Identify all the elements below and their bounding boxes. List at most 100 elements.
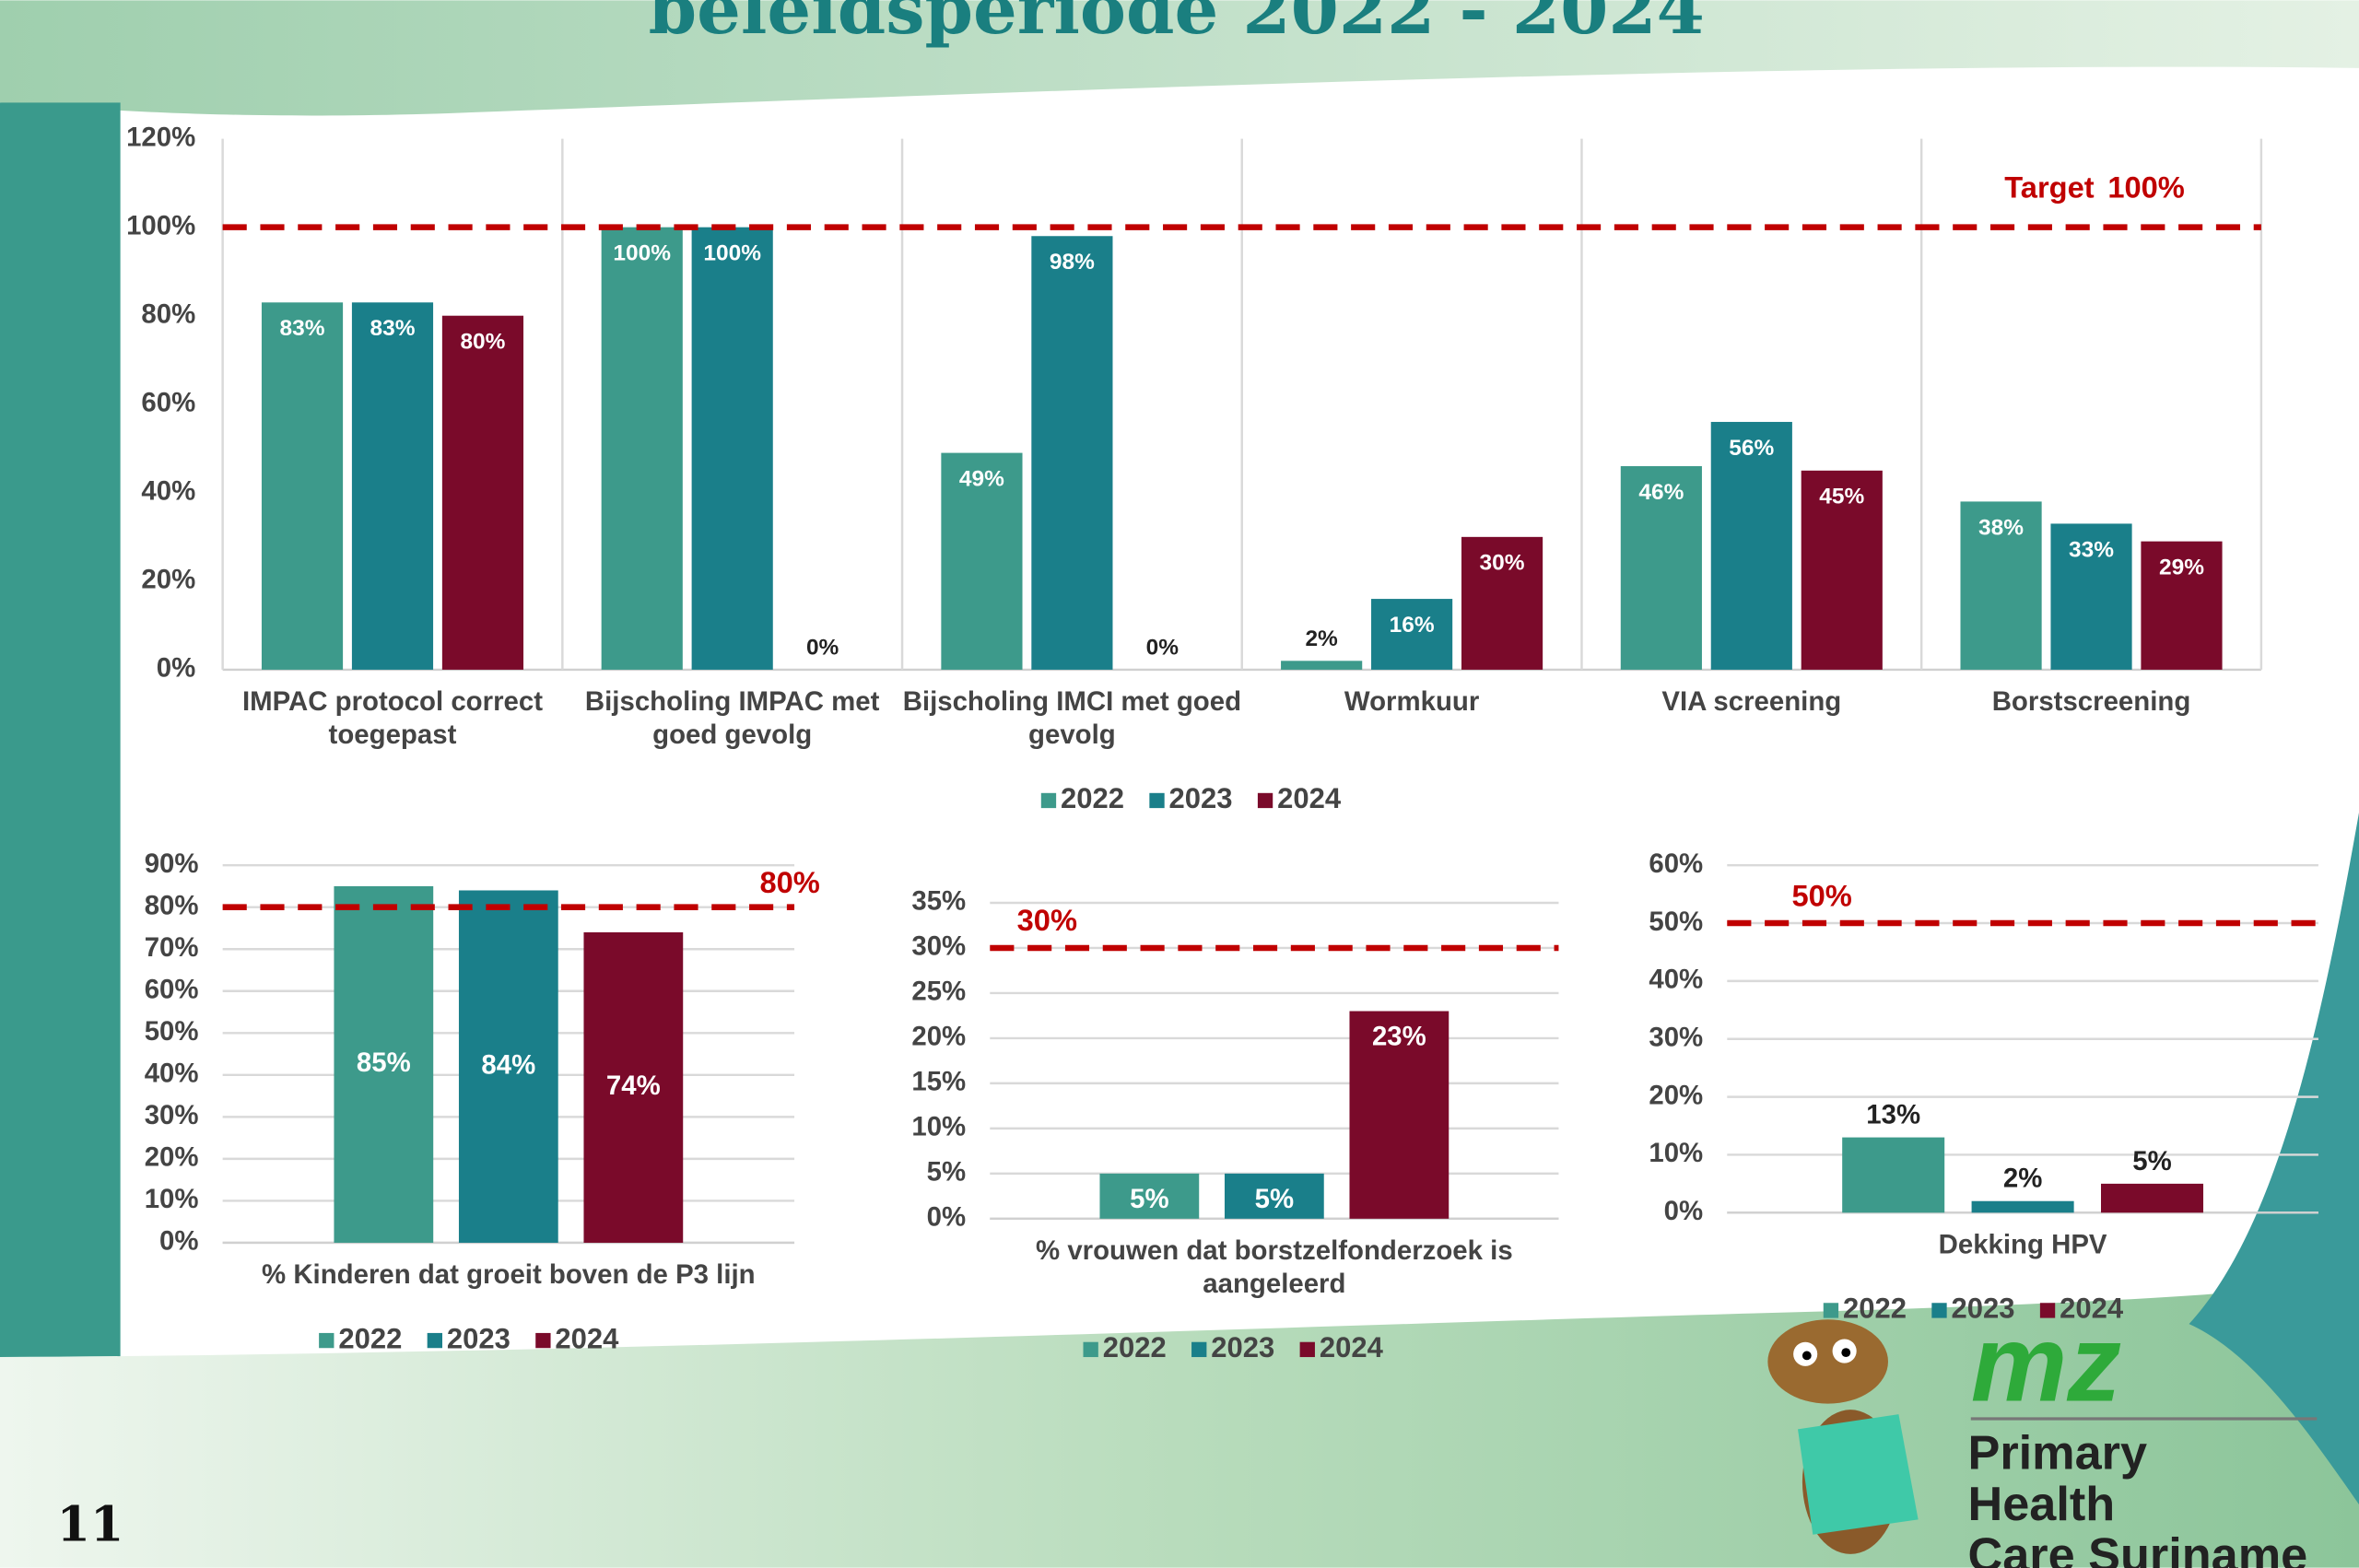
value-label: 33%: [2069, 537, 2114, 562]
legend-swatch: [2039, 1303, 2056, 1318]
bar: [1801, 470, 1883, 670]
x-label-box: VIA screening: [1661, 685, 1842, 717]
legend-label: 2024: [1320, 1331, 1384, 1363]
y-tick-label: 40%: [145, 1059, 199, 1089]
target-text: Target: [2004, 170, 2094, 205]
x-tick-label: IMPAC protocol correct toegepast: [241, 685, 543, 750]
y-tick-label: 50%: [1649, 907, 1703, 937]
y-tick-label: 80%: [141, 298, 195, 329]
bar: [1031, 236, 1113, 670]
value-label: 29%: [2159, 555, 2204, 579]
bar: [1224, 1173, 1324, 1219]
page-number: 11: [57, 1497, 124, 1553]
legend-label: 2023: [1211, 1331, 1274, 1363]
legend-label: 2024: [555, 1322, 619, 1354]
x-label-box: Bijscholing IMPAC met goed gevolg: [584, 685, 880, 750]
right-shape: [2189, 813, 2359, 1505]
x-tick-label: Wormkuur: [1344, 685, 1480, 717]
legend-swatch: [1299, 1341, 1315, 1358]
logo-mark: mz: [1971, 1303, 2121, 1423]
value-label: 98%: [1050, 250, 1095, 275]
logo-line: Health: [1968, 1478, 2116, 1531]
bar: [1842, 1137, 1945, 1213]
x-tick-label: Borstscreening: [1991, 685, 2191, 717]
bar: [583, 932, 684, 1243]
slide-title: beleidsperiode 2022 - 2024: [649, 0, 1705, 50]
x-label-box: Bijscholing IMCI met goed gevolg: [903, 686, 1241, 750]
y-tick-label: 20%: [141, 565, 195, 595]
legend-swatch: [1191, 1341, 1207, 1358]
legend-label: 2023: [1169, 782, 1233, 814]
value-label: 85%: [357, 1047, 411, 1078]
value-label: 16%: [1390, 613, 1435, 638]
bar: [1960, 501, 2042, 670]
bar: [334, 885, 434, 1243]
value-label: 74%: [606, 1071, 661, 1101]
bar: [1099, 1173, 1200, 1219]
logo-line: Primary: [1968, 1427, 2148, 1480]
chart: 0% 5% 10% 15% 20% 25% 30% 35% 5% 5% 23% % vrouwen d…: [911, 886, 1559, 1363]
x-tick-label: Dekking HPV: [1938, 1229, 2107, 1259]
bar: [1371, 599, 1453, 670]
legend-label: 2023: [1952, 1293, 2015, 1325]
y-tick-label: 25%: [911, 977, 966, 1007]
legend-label: 2022: [338, 1322, 402, 1354]
bar: [2050, 523, 2132, 670]
bar: [1349, 1011, 1449, 1219]
legend-label: 2024: [2060, 1293, 2124, 1325]
chart: 0% 20% 40% 60% 80% 100% 120% 83% 83% 80% IMPAC pro…: [126, 122, 2263, 814]
bar: [2101, 1183, 2204, 1213]
y-tick-label: 120%: [126, 122, 195, 152]
bar: [1971, 1200, 2074, 1213]
x-label-box: IMPAC protocol correct toegepast: [241, 685, 543, 750]
bar: [1461, 536, 1543, 670]
logo-line: Care Suriname: [1968, 1529, 2308, 1568]
left-bar: [0, 102, 121, 1359]
value-label: 100%: [613, 241, 671, 266]
y-tick-label: 0%: [927, 1202, 966, 1233]
y-tick-label: 0%: [157, 653, 195, 684]
x-label-box: Dekking HPV: [1938, 1229, 2107, 1259]
legend-swatch: [1257, 792, 1273, 809]
value-label: 5%: [1130, 1184, 1168, 1214]
value-label: 2%: [1305, 626, 1338, 651]
bar: [2141, 541, 2223, 670]
value-label: 38%: [1978, 515, 2024, 540]
target-label: 80%: [759, 865, 819, 899]
y-tick-label: 70%: [145, 932, 199, 963]
chart: 0% 10% 20% 30% 40% 50% 60% 70% 80% 90% 85% 84% 74% % …: [145, 848, 820, 1354]
y-tick-label: 30%: [1649, 1023, 1703, 1053]
y-tick-label: 40%: [1649, 965, 1703, 995]
y-tick-label: 90%: [145, 848, 199, 879]
y-tick-label: 10%: [911, 1112, 966, 1142]
value-label: 0%: [1146, 636, 1180, 661]
y-tick-label: 30%: [911, 931, 966, 962]
y-tick-label: 60%: [1649, 848, 1703, 879]
bar: [441, 315, 524, 670]
y-tick-label: 100%: [126, 210, 195, 240]
legend-label: 2024: [1277, 782, 1342, 814]
y-tick-label: 30%: [145, 1100, 199, 1130]
legend-swatch: [1931, 1303, 1947, 1318]
x-tick-label: % Kinderen dat groeit boven de P3 lijn: [262, 1258, 756, 1290]
legend-label: 2022: [1103, 1331, 1167, 1363]
y-tick-label: 0%: [159, 1226, 198, 1257]
target-label: 100%: [2107, 170, 2184, 205]
y-tick-label: 60%: [145, 975, 199, 1005]
legend-label: 2022: [1061, 782, 1124, 814]
value-label: 45%: [1819, 485, 1864, 509]
y-tick-label: 40%: [141, 476, 195, 507]
value-label: 30%: [1480, 551, 1525, 576]
bar: [1620, 465, 1702, 670]
bar: [351, 302, 434, 670]
bar: [261, 302, 344, 670]
y-tick-label: 60%: [141, 388, 195, 418]
x-tick-label: VIA screening: [1661, 685, 1842, 717]
x-tick-label: Bijscholing IMPAC met goed gevolg: [584, 685, 880, 750]
target-label: 30%: [1017, 903, 1077, 937]
y-tick-label: 0%: [1664, 1196, 1703, 1226]
value-label: 49%: [959, 466, 1004, 491]
value-label: 56%: [1729, 436, 1774, 461]
